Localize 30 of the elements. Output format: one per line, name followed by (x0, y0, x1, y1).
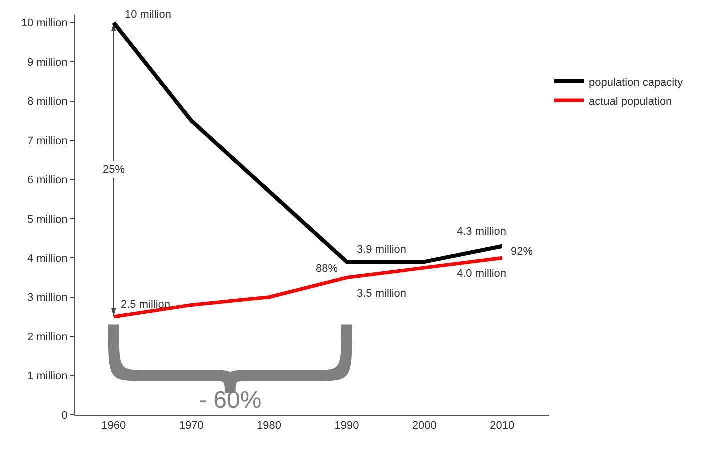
data-label: 2.5 million (121, 299, 171, 311)
y-tick-label: 2 million (27, 331, 68, 344)
x-tick-label: 1970 (179, 420, 204, 432)
y-tick-label: 1 million (27, 370, 68, 383)
x-tick-label: 1980 (257, 420, 282, 432)
y-tick-label: 7 million (27, 135, 68, 148)
y-tick-label: 5 million (27, 214, 68, 226)
y-tick-label: 10 million (21, 18, 68, 30)
data-label: 3.5 million (357, 288, 407, 300)
x-tick-label: 2010 (490, 420, 515, 432)
legend-label: population capacity (589, 76, 684, 89)
data-label: 4.3 million (457, 226, 507, 238)
y-tick-label: 3 million (27, 292, 68, 304)
y-tick-label: 8 million (27, 96, 68, 108)
data-label: 3.9 million (357, 244, 407, 256)
annotation: 92% (511, 246, 534, 258)
annotation: 88% (316, 263, 338, 275)
annotation: - 60% (199, 387, 262, 414)
data-label: 10 million (125, 9, 172, 21)
y-tick-label: 0 (62, 410, 68, 422)
x-tick-label: 1960 (102, 420, 126, 432)
x-tick-label: 2000 (412, 420, 437, 432)
data-label: 4.0 million (457, 268, 507, 280)
y-tick-label: 9 million (27, 56, 68, 69)
legend-label: actual population (589, 96, 672, 108)
y-tick-label: 4 million (27, 252, 68, 265)
x-tick-label: 1990 (334, 420, 360, 432)
annotation: 25% (103, 164, 126, 176)
y-tick-label: 6 million (27, 174, 68, 187)
line-series (112, 256, 504, 319)
